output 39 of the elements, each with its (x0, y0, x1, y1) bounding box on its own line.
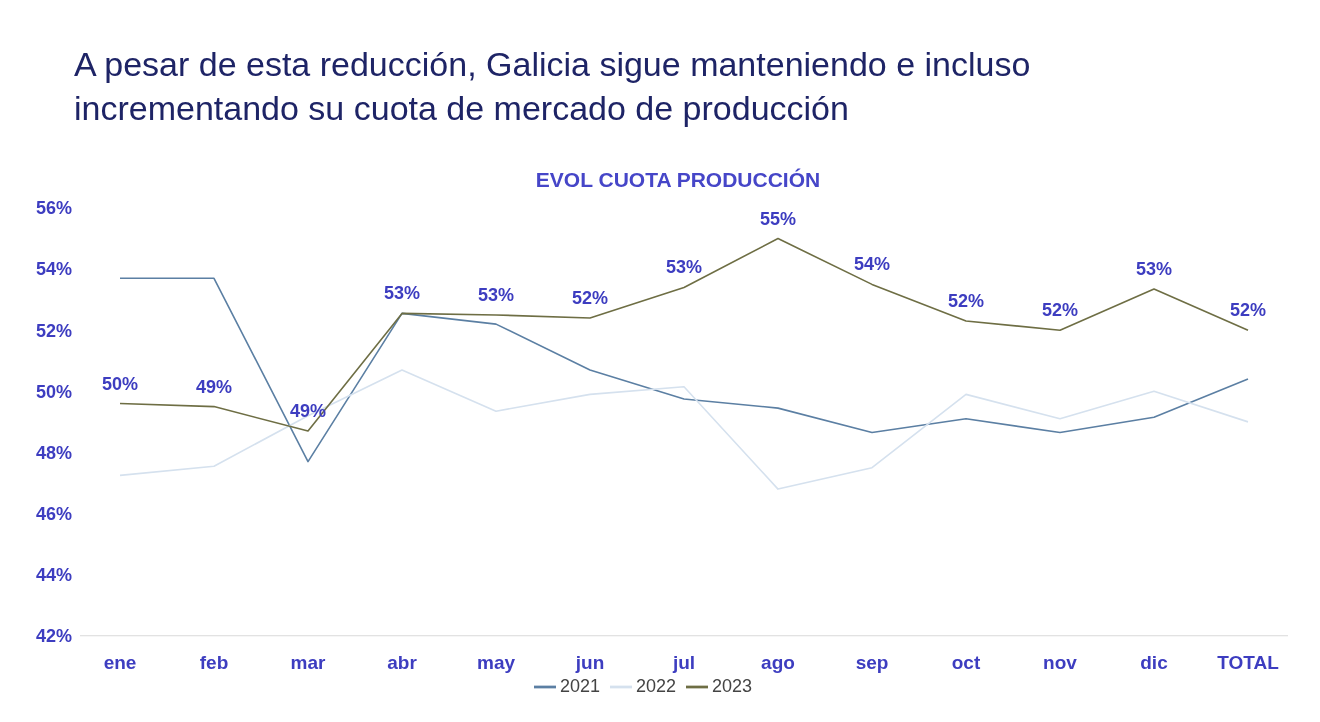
legend-label: 2022 (635, 675, 677, 696)
y-tick-label: 52% (35, 320, 72, 341)
y-tick-label: 50% (35, 381, 72, 402)
x-tick-label: oct (951, 652, 981, 674)
data-label: 49% (195, 376, 233, 397)
x-tick-label: ene (103, 652, 137, 674)
data-label: 54% (853, 254, 891, 275)
x-tick-label: abr (387, 652, 418, 674)
legend-label: 2021 (559, 675, 600, 696)
y-tick-label: 54% (35, 259, 72, 280)
data-label: 50% (101, 373, 139, 394)
x-tick-label: mar (290, 652, 327, 674)
chart-subtitle: EVOL CUOTA PRODUCCIÓN (534, 168, 822, 192)
x-tick-label: jul (671, 652, 696, 674)
data-label: 52% (947, 291, 985, 312)
data-label: 53% (1135, 258, 1173, 279)
x-tick-label: jun (574, 652, 605, 674)
x-tick-label: TOTAL (1217, 652, 1280, 674)
y-tick-label: 48% (35, 442, 72, 463)
x-tick-label: feb (199, 652, 229, 674)
data-label: 53% (477, 284, 515, 305)
y-tick-label: 44% (35, 565, 72, 586)
y-tick-label: 56% (35, 198, 72, 219)
data-label: 52% (1229, 300, 1267, 321)
chart-title: A pesar de esta reducción, Galicia sigue manteniendo e incluso incrementando su cuota de mercado de producción (73, 44, 1032, 129)
data-label: 53% (383, 283, 421, 304)
data-label: 52% (1041, 300, 1079, 321)
y-tick-label: 46% (35, 503, 72, 524)
data-label: 55% (759, 208, 797, 229)
x-tick-label: ago (761, 652, 795, 674)
x-tick-label: dic (1140, 652, 1169, 674)
data-label: 52% (571, 287, 609, 308)
data-label: 53% (665, 257, 703, 278)
x-tick-label: sep (855, 652, 889, 674)
x-tick-label: may (476, 652, 516, 674)
x-tick-label: nov (1043, 652, 1078, 674)
legend-label: 2023 (712, 675, 753, 696)
y-tick-label: 42% (35, 626, 72, 647)
data-label: 49% (289, 401, 327, 422)
